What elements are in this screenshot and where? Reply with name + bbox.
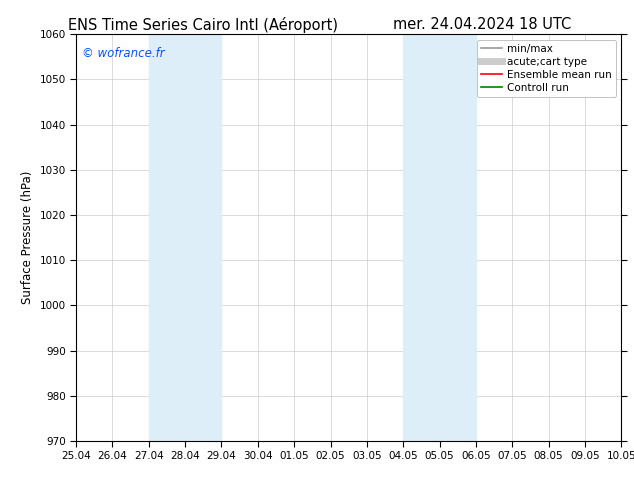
Bar [403,34,476,441]
Text: ENS Time Series Cairo Intl (Aéroport): ENS Time Series Cairo Intl (Aéroport) [68,17,338,33]
Bar [149,34,221,441]
Text: © wofrance.fr: © wofrance.fr [82,47,164,59]
Y-axis label: Surface Pressure (hPa): Surface Pressure (hPa) [21,171,34,304]
Text: mer. 24.04.2024 18 UTC: mer. 24.04.2024 18 UTC [392,17,571,32]
Legend: min/max, acute;cart type, Ensemble mean run, Controll run: min/max, acute;cart type, Ensemble mean … [477,40,616,97]
